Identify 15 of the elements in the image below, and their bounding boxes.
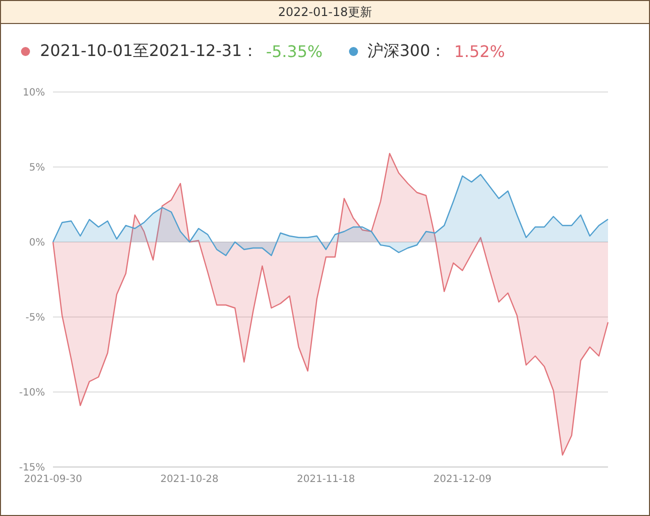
y-tick-label: 10% [22, 88, 45, 99]
y-tick-label: -5% [26, 312, 45, 324]
legend-label: 2021-10-01至2021-12-31： [40, 41, 258, 62]
y-tick-label: -15% [19, 462, 45, 474]
text: 1.52% [454, 42, 505, 61]
y-tick-label: -10% [19, 388, 45, 399]
y-tick-label: 0% [29, 238, 45, 249]
x-tick-label: 2021-11-18 [296, 474, 356, 486]
text: -5.35% [266, 42, 323, 61]
y-tick-label: 5% [29, 162, 45, 174]
x-tick-label: 2021-12-09 [433, 474, 492, 486]
chart-title: 2022-01-18更新 [1, 1, 649, 24]
x-tick-label: 2021-10-28 [160, 474, 219, 486]
legend-label: 沪深300： [368, 41, 446, 62]
x-tick-label: 2021-09-30 [24, 474, 82, 486]
